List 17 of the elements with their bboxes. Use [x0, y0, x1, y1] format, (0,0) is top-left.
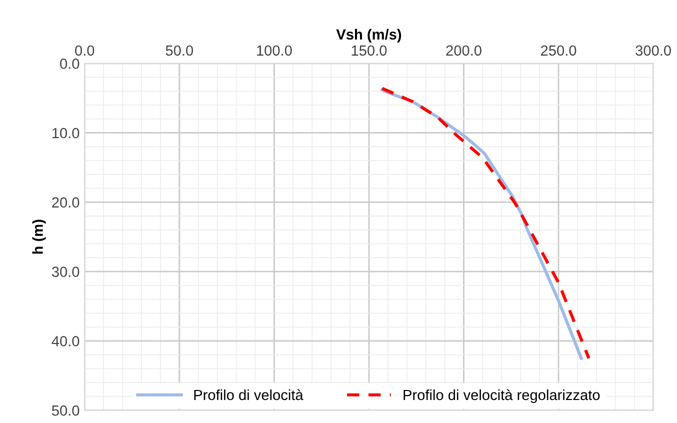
y-tick-label: 30.0	[52, 266, 80, 277]
y-tick-label: 10.0	[52, 128, 80, 138]
y-tick-label: 20.0	[52, 197, 80, 208]
x-tick-label: 50.0	[166, 45, 194, 56]
x-tick-label: 100.0	[257, 45, 292, 56]
x-tick-label: 250.0	[541, 45, 576, 56]
x-tick-label: 0.0	[75, 45, 94, 56]
y-axis-title: h (m)	[32, 220, 46, 254]
x-tick-label: 200.0	[446, 45, 482, 56]
y-tick-label: 40.0	[52, 336, 80, 346]
x-tick-label: 300.0	[636, 45, 671, 56]
legend-label: Profilo di velocità	[194, 389, 304, 400]
x-tick-label: 150.0	[352, 45, 387, 56]
y-tick-label: 0.0	[60, 58, 80, 69]
x-axis-title: Vsh (m/s)	[336, 28, 402, 42]
y-tick-label: 50.0	[52, 405, 80, 416]
legend-label: Profilo di velocità regolarizzato	[404, 389, 600, 404]
